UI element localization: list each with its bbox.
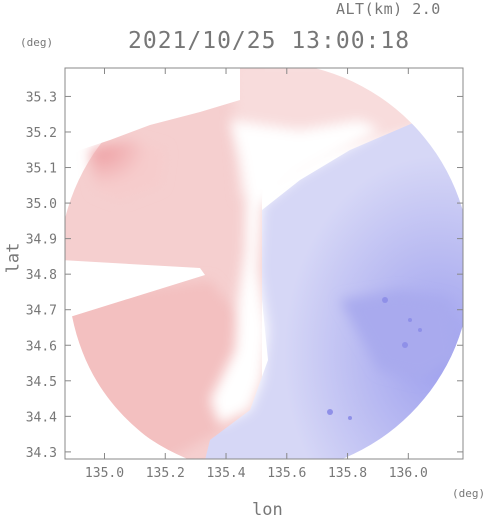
no-data-wedge xyxy=(65,260,205,319)
y-tick-label: 35.1 xyxy=(26,162,57,177)
y-tick-label: 34.3 xyxy=(26,446,57,461)
zero-velocity-band xyxy=(210,120,380,425)
altitude-label: ALT(km) 2.0 xyxy=(336,0,441,18)
y-tick-label: 35.2 xyxy=(26,126,57,141)
y-tick-label: 34.7 xyxy=(26,304,57,319)
no-data-northwest xyxy=(65,68,240,158)
plot-frame xyxy=(64,67,464,460)
no-data-southwest xyxy=(65,316,165,459)
x-tick-label: 135.4 xyxy=(206,466,245,481)
x-unit-label: (deg) xyxy=(452,487,486,500)
y-ticks: 35.3 35.2 35.1 35.0 34.9 34.8 34.7 34.6 34.5 34.4… xyxy=(26,90,463,461)
negative-strong-region xyxy=(340,290,460,380)
y-tick-label: 34.8 xyxy=(26,268,57,283)
y-tick-label: 34.4 xyxy=(26,410,57,425)
speckle xyxy=(327,297,422,420)
y-tick-label: 34.5 xyxy=(26,375,57,390)
x-axis-title: lon xyxy=(252,500,283,520)
y-tick-label: 34.9 xyxy=(26,233,57,248)
doppler-field xyxy=(65,68,463,459)
x-tick-label: 135.8 xyxy=(328,466,367,481)
x-tick-label: 135.0 xyxy=(85,466,124,481)
y-tick-label: 35.3 xyxy=(26,90,57,105)
timestamp-title: 2021/10/25 13:00:18 xyxy=(128,28,411,54)
y-tick-label: 35.0 xyxy=(26,197,57,212)
y-tick-label: 34.6 xyxy=(26,339,57,354)
x-tick-label: 135.2 xyxy=(146,466,185,481)
x-tick-label: 135.6 xyxy=(267,466,306,481)
y-unit-label: (deg) xyxy=(20,36,54,49)
x-ticks: 135.0 135.2 135.4 135.6 135.8 136.0 xyxy=(85,68,428,481)
positive-peak-region xyxy=(90,140,165,200)
x-tick-label: 136.0 xyxy=(389,466,428,481)
